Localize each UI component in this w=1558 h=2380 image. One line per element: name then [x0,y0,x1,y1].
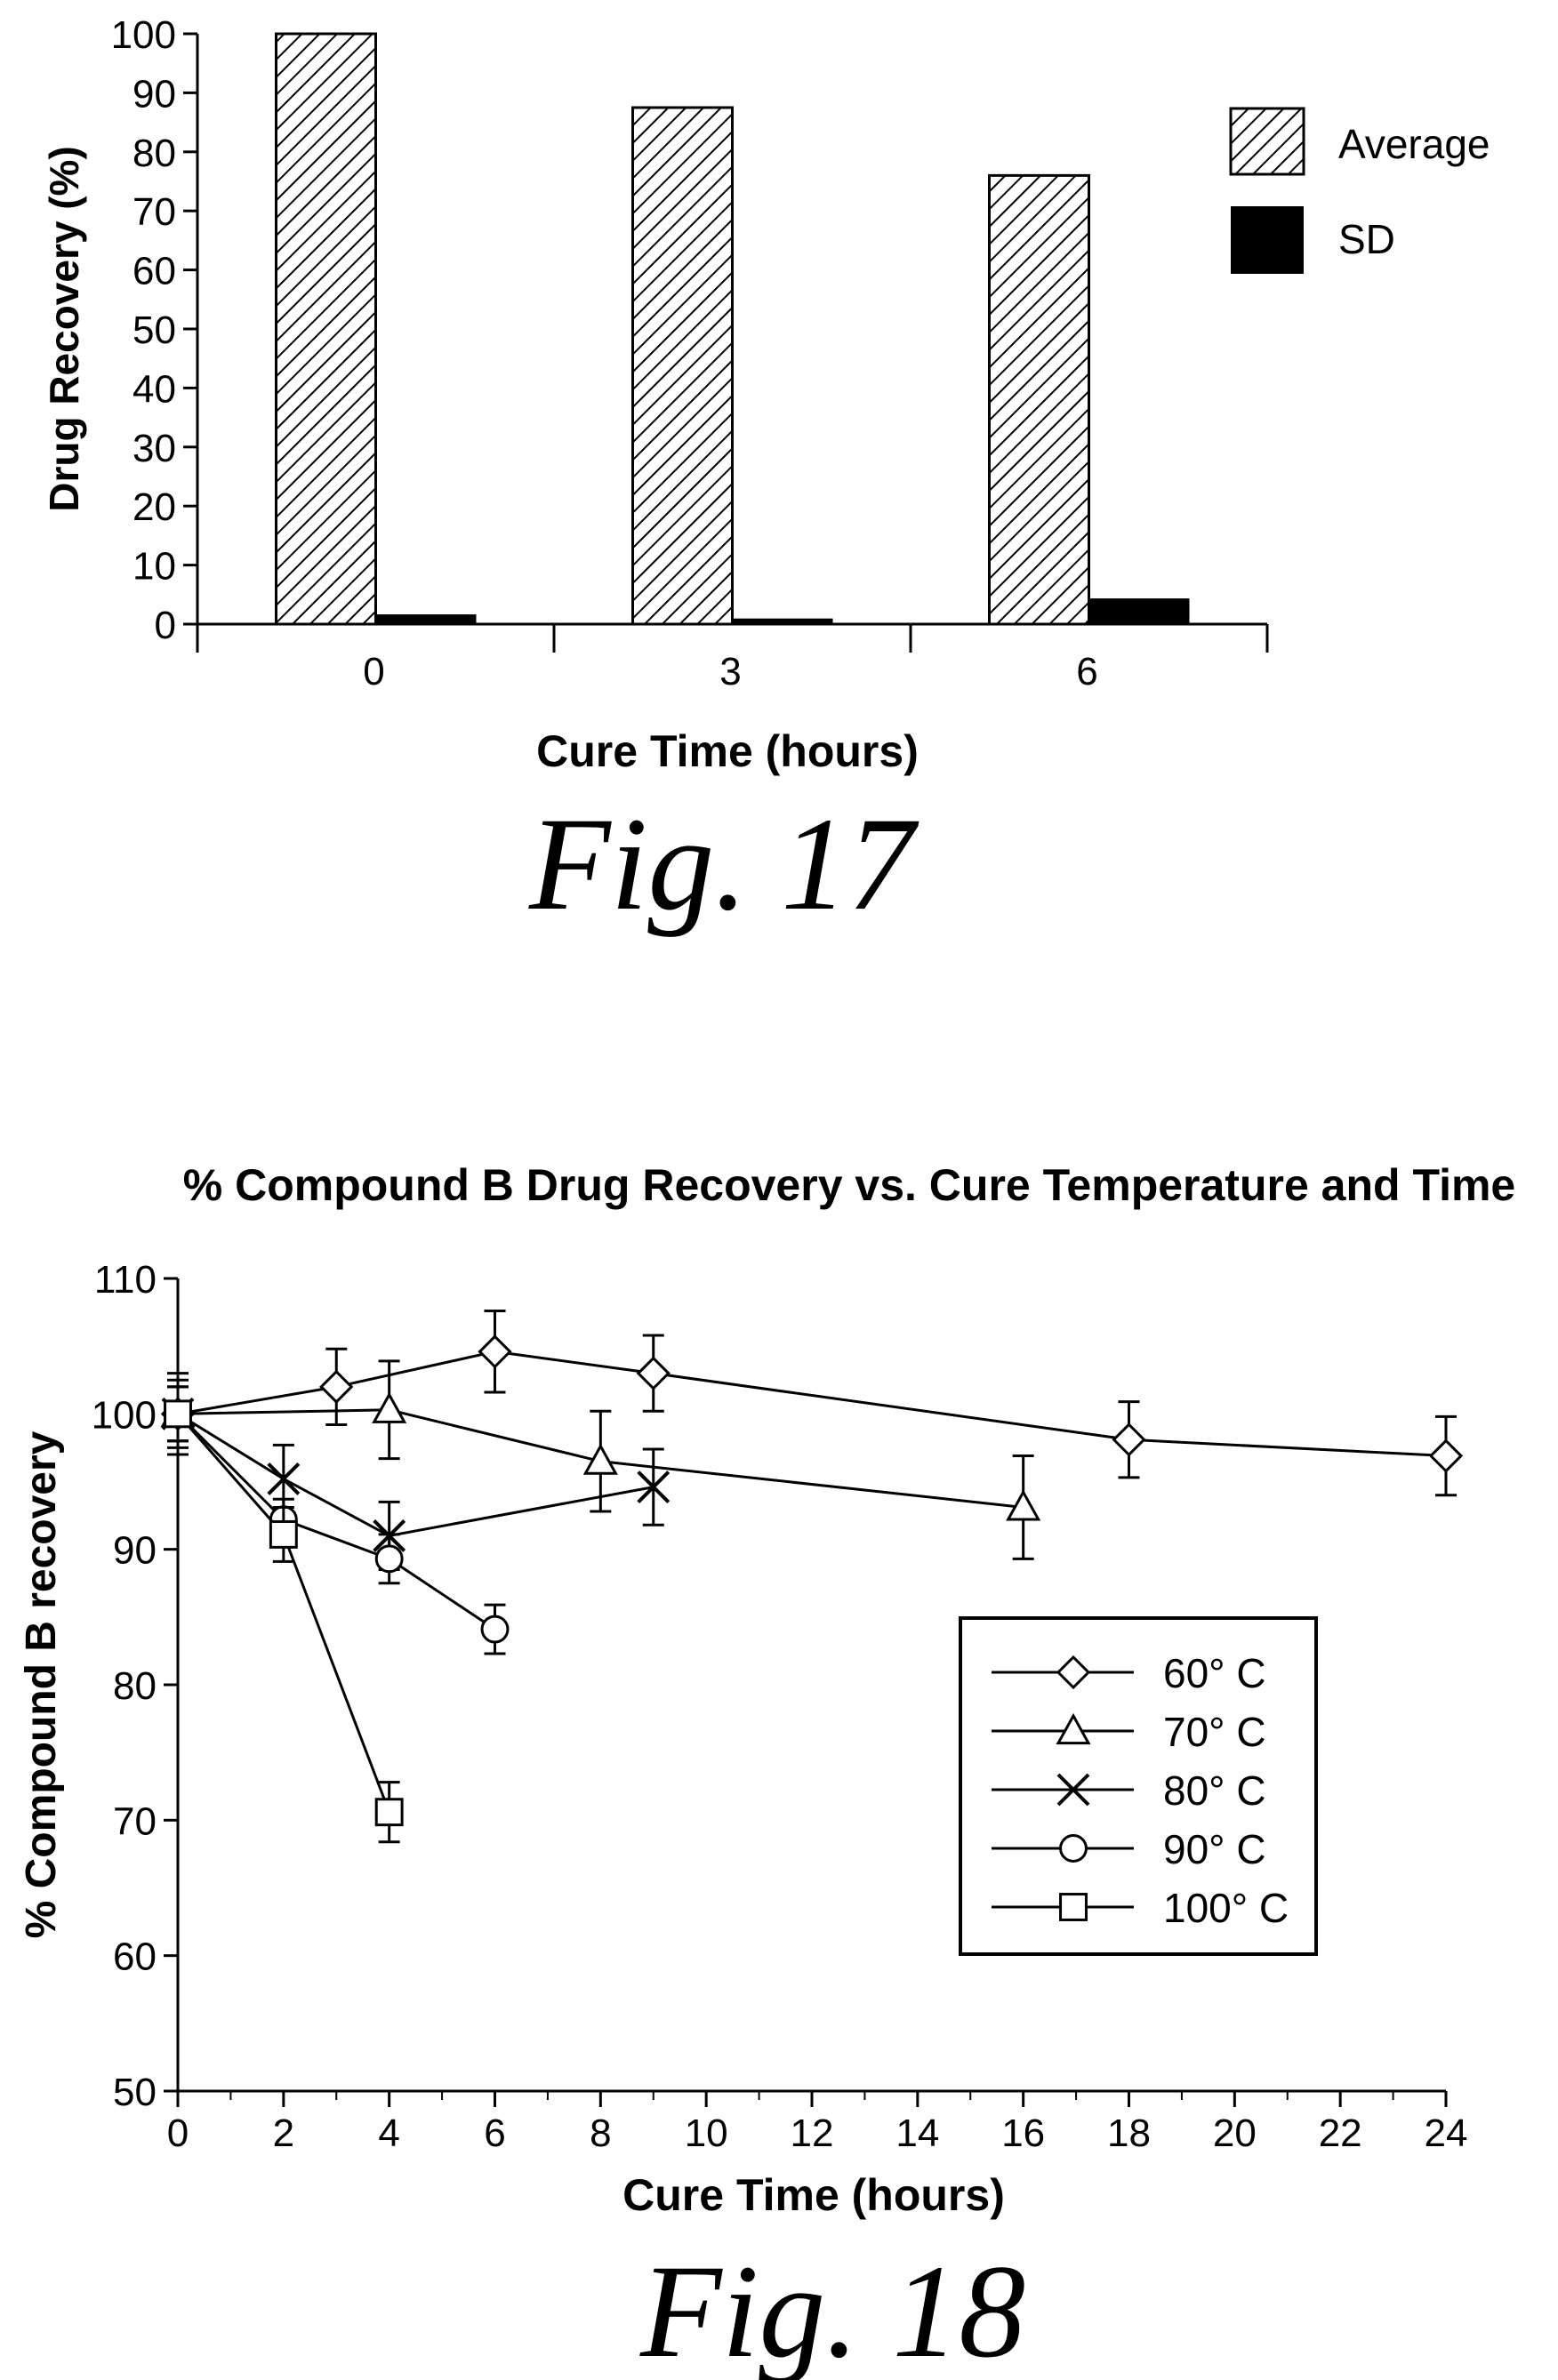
fig18-legend-box [959,1616,1318,1956]
fig18-series-2 [161,1385,671,1572]
fig18-point-square [269,1519,298,1549]
fig17-legend-label-average: Average [1338,121,1490,167]
fig18-legend-label: 70° C [1163,1709,1266,1755]
fig18-legend-label: 60° C [1163,1650,1266,1696]
fig18-x-tick-label: 4 [378,2112,399,2155]
fig18-point-cross-stroke [637,1470,671,1504]
fig17-y-axis-label: Drug Recovery (%) [41,146,87,512]
fig17-legend-swatch-sd [1231,206,1304,274]
fig18-x-axis-label: Cure Time (hours) [622,2170,1005,2220]
fig18-point-square [164,1399,192,1429]
fig18-legend-marker-cross-stroke [1056,1773,1090,1807]
fig17-bar-average [631,106,734,626]
fig18-y-tick-label: 90 [113,1529,157,1573]
fig17-bars [275,32,1190,626]
fig18-line-chart: % Compound B Drug Recovery vs. Cure Temp… [18,1160,1515,2380]
fig17-y-tick-label: 0 [155,604,176,647]
fig17-y-tick-label: 40 [133,367,176,411]
fig18-point-diamond [1428,1438,1464,1473]
fig18-x-tick-label: 2 [273,2112,294,2155]
fig18-point-diamond [636,1356,671,1390]
fig18-point-cross [637,1470,671,1504]
fig17-legend: Average SD [1229,107,1490,274]
fig17-x-tick-label: 6 [1076,650,1097,693]
fig18-series-4 [164,1385,404,1844]
fig17-y-tick-label: 100 [111,13,176,57]
fig17-legend-label-sd: SD [1338,216,1395,262]
fig18-series-line [177,1350,1447,1458]
fig18-series-0 [160,1310,1464,1497]
fig17-bar-average [988,173,1090,626]
fig18-point-circle [480,1615,510,1644]
fig18-y-tick-label: 70 [113,1799,157,1843]
fig18-point-triangle [582,1443,618,1475]
fig18-series [160,1310,1464,1844]
fig18-x-tick-label: 24 [1425,2112,1468,2155]
fig18-legend-label: 80° C [1163,1767,1266,1814]
fig18-point-triangle [1006,1489,1041,1521]
fig18-legend-label: 90° C [1163,1826,1266,1872]
fig18-y-axis-ticks: 50 60 70 80 90 100 110 [92,1258,178,2114]
fig18-x-axis-ticks: 0 2 4 6 8 10 12 14 16 18 20 22 24 [167,2091,1468,2155]
fig18-x-tick-label: 16 [1001,2112,1045,2155]
fig18-legend-marker-square [1059,1893,1088,1921]
fig17-y-tick-label: 50 [133,309,176,352]
fig18-point-square [374,1798,404,1827]
fig18-x-tick-label: 18 [1107,2112,1151,2155]
fig18-point-cross-stroke [267,1462,301,1495]
fig17-caption: Fig. 17 [528,790,920,938]
fig17-bar-average [275,32,377,626]
fig18-series-line [177,1408,1024,1509]
fig17-y-tick-label: 90 [133,72,176,116]
fig18-point-diamond [1112,1422,1146,1457]
fig18-y-tick-label: 80 [113,1664,157,1708]
fig17-x-axis-label: Cure Time (hours) [536,726,919,776]
fig18-legend-label: 100° C [1163,1885,1289,1931]
fig17-y-tick-label: 20 [133,485,176,529]
fig17-legend-swatch-average [1229,107,1305,176]
fig18-x-tick-label: 20 [1213,2112,1257,2155]
fig18-point-cross [267,1462,301,1495]
fig18-y-tick-label: 110 [94,1258,157,1302]
fig17-bar-sd [1088,598,1190,625]
fig17-y-tick-label: 80 [133,132,176,175]
fig18-y-tick-label: 60 [113,1935,157,1979]
fig18-legend-marker-diamond [1056,1655,1091,1690]
fig18-x-tick-label: 6 [484,2112,505,2155]
fig17-bar-chart: 0 10 20 30 40 50 60 70 80 90 100 0 3 6 Drug Recovery… [41,13,1490,938]
fig18-point-circle [374,1544,404,1574]
fig18-caption: Fig. 18 [639,2238,1025,2380]
fig18-chart-title: % Compound B Drug Recovery vs. Cure Temp… [183,1160,1516,1210]
fig18-legend-marker-circle [1059,1834,1088,1863]
fig18-y-tick-label: 100 [92,1393,157,1437]
fig17-x-tick-label: 0 [363,650,384,693]
fig18-x-tick-label: 14 [895,2112,939,2155]
fig18-point-diamond [478,1334,512,1369]
fig17-y-tick-label: 30 [133,427,176,470]
fig18-series-line [176,1413,496,1631]
fig18-legend-marker-cross [1056,1773,1090,1807]
fig17-y-tick-label: 60 [133,250,176,293]
fig18-x-tick-label: 0 [167,2112,189,2155]
fig18-y-tick-label: 50 [113,2071,157,2114]
fig18-legend-marker-triangle [1056,1712,1091,1745]
fig17-y-tick-label: 70 [133,190,176,234]
fig18-series-line [177,1413,655,1538]
fig18-x-tick-label: 10 [685,2112,728,2155]
fig17-y-axis-ticks: 0 10 20 30 40 50 60 70 80 90 100 [111,13,197,647]
fig17-x-axis-ticks: 0 3 6 [196,624,1269,693]
fig18-point-triangle [372,1391,407,1423]
fig18-x-tick-label: 22 [1319,2112,1362,2155]
fig18-x-tick-label: 8 [590,2112,611,2155]
fig18-point-diamond [319,1369,354,1404]
fig18-x-tick-label: 12 [791,2112,834,2155]
fig18-y-axis-label: % Compound B recovery [18,1430,65,1938]
fig17-y-tick-label: 10 [133,545,176,589]
fig17-x-tick-label: 3 [719,650,741,693]
fig18-legend: 60° C 70° C 80° C 90° C 100° C [959,1616,1318,1956]
